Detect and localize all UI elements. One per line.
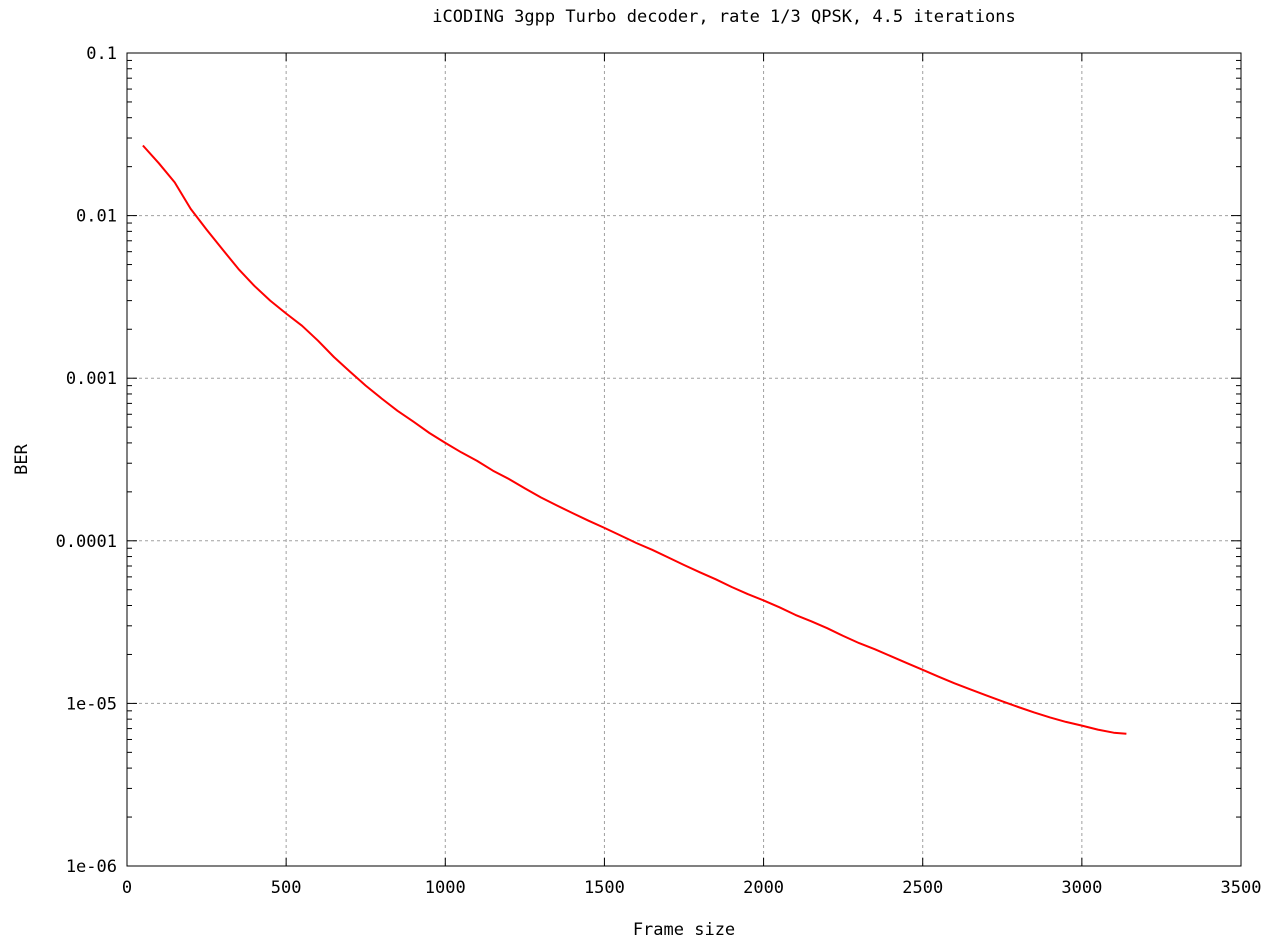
y-axis-label: BER <box>12 443 32 474</box>
x-tick-label: 2500 <box>902 878 943 898</box>
y-tick-label: 0.0001 <box>56 532 117 552</box>
x-tick-label: 2000 <box>743 878 784 898</box>
y-tick-label: 0.01 <box>76 207 117 227</box>
tick-marks <box>126 52 1242 867</box>
y-tick-label: 1e-05 <box>66 694 117 714</box>
x-tick-label: 1000 <box>425 878 466 898</box>
x-tick-label: 3000 <box>1061 878 1102 898</box>
grid-lines <box>127 53 1241 866</box>
x-tick-label: 3500 <box>1221 878 1262 898</box>
chart-title: iCODING 3gpp Turbo decoder, rate 1/3 QPS… <box>432 7 1015 27</box>
plot-frame <box>126 52 1242 867</box>
x-tick-labels: 0 500 1000 1500 2000 2500 3000 3500 <box>122 878 1262 898</box>
x-tick-label: 0 <box>122 878 132 898</box>
y-tick-label: 0.001 <box>66 369 117 389</box>
y-tick-label: 0.1 <box>86 44 117 64</box>
y-tick-label: 1e-06 <box>66 857 117 877</box>
x-tick-label: 500 <box>271 878 302 898</box>
x-axis-label: Frame size <box>633 920 735 940</box>
x-tick-label: 1500 <box>584 878 625 898</box>
y-tick-labels: 0.1 0.01 0.001 0.0001 1e-05 1e-06 <box>56 44 117 877</box>
series-line-ber <box>142 144 1127 735</box>
